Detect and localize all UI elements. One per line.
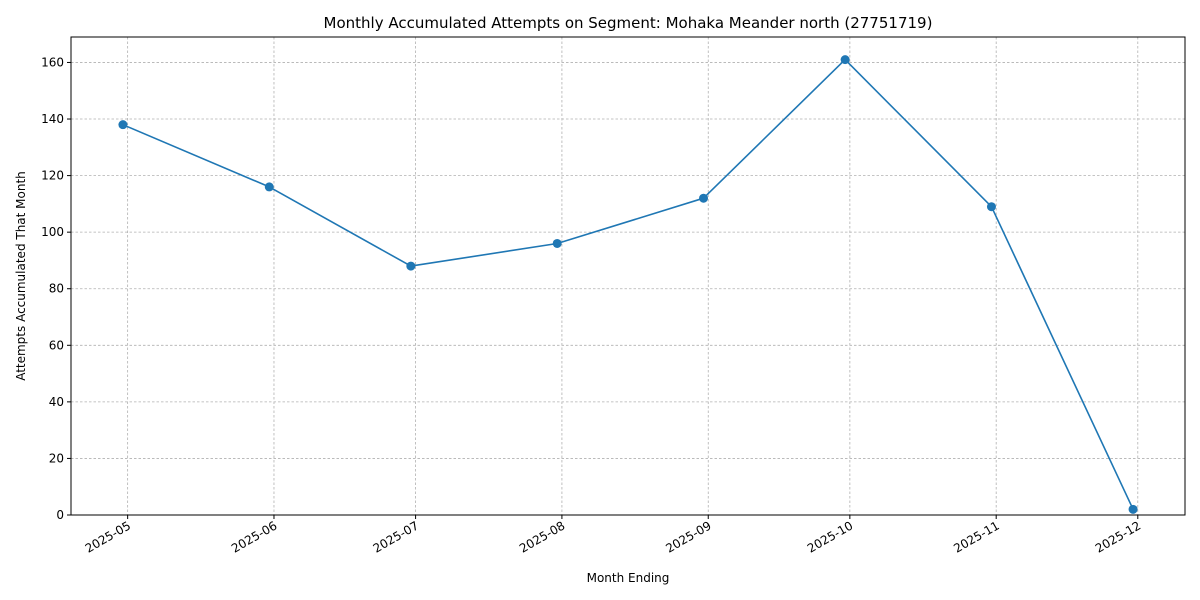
y-tick-label: 80 [49, 282, 64, 296]
x-axis-label: Month Ending [587, 571, 670, 585]
x-tick-label: 2025-05 [83, 518, 133, 555]
data-point [406, 261, 416, 271]
x-tick-label: 2025-08 [517, 518, 567, 555]
y-tick-label: 140 [41, 112, 64, 126]
data-point [986, 202, 996, 212]
y-tick-label: 40 [49, 395, 64, 409]
data-point [840, 55, 850, 65]
x-tick-label: 2025-12 [1093, 518, 1143, 555]
y-tick-label: 100 [41, 225, 64, 239]
x-tick-label: 2025-10 [805, 518, 855, 555]
chart-title: Monthly Accumulated Attempts on Segment:… [324, 14, 933, 32]
grid-lines [71, 37, 1185, 516]
data-point [1128, 504, 1138, 514]
y-tick-label: 20 [49, 451, 64, 465]
series-line [122, 58, 1134, 510]
x-tick-label: 2025-11 [951, 518, 1001, 555]
data-point [264, 182, 274, 192]
y-tick-label: 60 [49, 338, 64, 352]
x-tick-label: 2025-09 [663, 518, 713, 555]
data-points [118, 55, 1138, 514]
axes: 0 20 40 60 80 100 120 140 160 2025-05 2025-06 2025-… [41, 36, 1186, 556]
y-tick-label: 160 [41, 55, 64, 69]
y-tick-label: 0 [56, 508, 64, 522]
data-point [552, 238, 562, 248]
data-point [699, 193, 709, 203]
y-tick-label: 120 [41, 169, 64, 183]
data-point [118, 120, 128, 130]
x-tick-label: 2025-06 [229, 518, 279, 555]
y-axis-label: Attempts Accumulated That Month [14, 171, 28, 381]
plot-frame [70, 36, 1186, 516]
x-tick-label: 2025-07 [371, 518, 421, 555]
series-line-layer [122, 58, 1134, 510]
